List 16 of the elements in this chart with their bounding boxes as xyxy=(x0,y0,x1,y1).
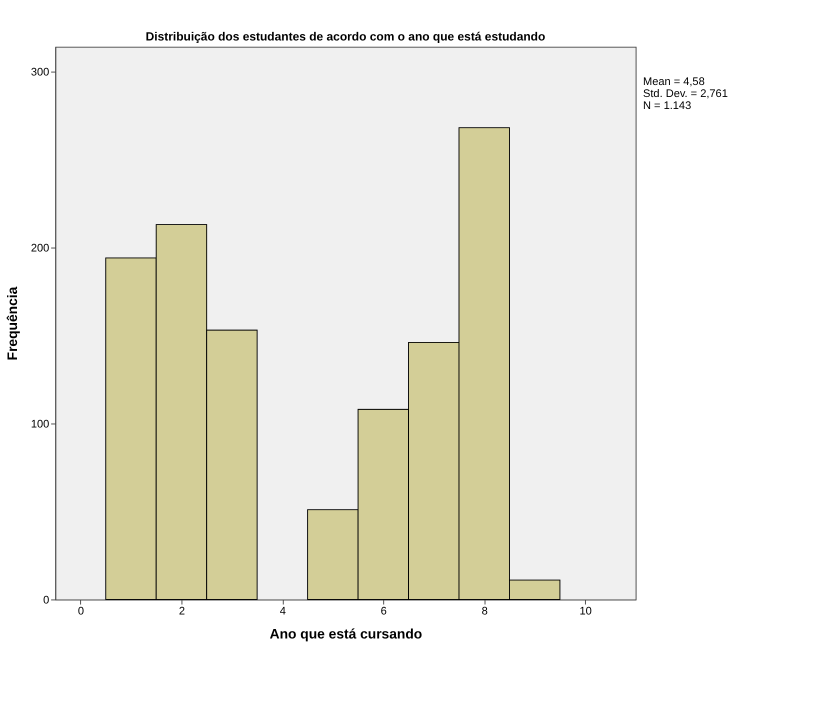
x-axis-title: Ano que está cursando xyxy=(270,626,422,642)
text: Std. Dev. = 2,761 xyxy=(642,88,728,100)
x-tick-label: 0 xyxy=(78,606,84,618)
y-tick-label: 100 xyxy=(30,418,50,431)
y-tick-label: 0 xyxy=(43,594,50,607)
x-tick-label: 6 xyxy=(380,606,387,618)
x-tick-label: 10 xyxy=(579,606,592,618)
x-tick-label: 4 xyxy=(280,606,286,618)
y-tick-label: 300 xyxy=(30,66,50,79)
text: Mean = 4,58 xyxy=(642,76,705,88)
y-axis-title: Frequência xyxy=(4,286,20,360)
chart-title: Distribuição dos estudantes de acordo com o ano que está estudando xyxy=(146,29,546,44)
y-tick-label: 200 xyxy=(30,242,50,255)
x-tick-label: 8 xyxy=(482,606,488,618)
text: N = 1.143 xyxy=(642,100,692,112)
x-tick-label: 2 xyxy=(178,606,185,618)
